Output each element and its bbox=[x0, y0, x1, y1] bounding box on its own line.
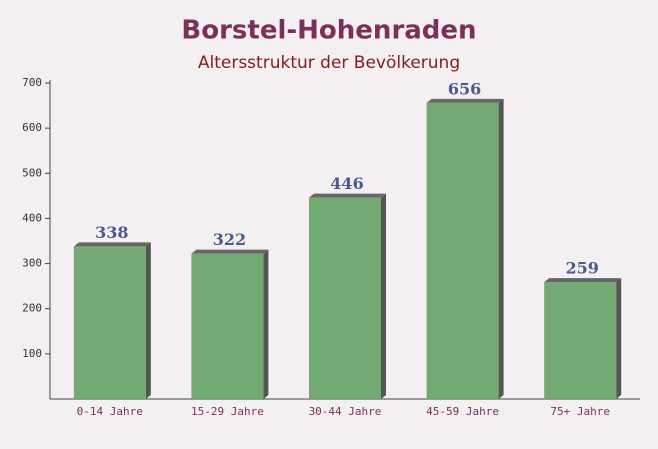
data-label: 656 bbox=[448, 79, 481, 98]
bar-top bbox=[426, 98, 504, 103]
y-tick-label: 100 bbox=[22, 347, 42, 360]
bar-shadow bbox=[263, 249, 269, 399]
x-tick-label: 30-44 Jahre bbox=[309, 405, 382, 418]
x-tick-label: 45-59 Jahre bbox=[426, 405, 499, 418]
bar-top bbox=[73, 242, 151, 247]
bar bbox=[544, 282, 617, 399]
bar bbox=[191, 253, 264, 399]
bar-shadow bbox=[498, 98, 504, 399]
x-tick-label: 15-29 Jahre bbox=[191, 405, 264, 418]
y-tick-label: 400 bbox=[22, 211, 42, 224]
bar bbox=[309, 197, 381, 399]
bar bbox=[426, 102, 499, 399]
y-tick-label: 600 bbox=[22, 121, 42, 134]
data-label: 446 bbox=[330, 174, 363, 193]
bar-shadow bbox=[616, 278, 622, 399]
y-tick-label: 200 bbox=[22, 302, 42, 315]
chart-subtitle: Altersstruktur der Bevölkerung bbox=[198, 53, 460, 73]
x-tick-label: 75+ Jahre bbox=[550, 405, 610, 418]
x-tick-label: 0-14 Jahre bbox=[77, 405, 143, 418]
bar-top bbox=[544, 278, 622, 283]
data-label: 322 bbox=[213, 230, 246, 249]
bar bbox=[73, 246, 146, 399]
bar-top bbox=[309, 193, 386, 198]
y-tick-label: 700 bbox=[22, 76, 42, 89]
data-label: 259 bbox=[565, 259, 598, 278]
data-label: 338 bbox=[95, 223, 128, 242]
bar-shadow bbox=[381, 193, 386, 399]
bar-shadow bbox=[145, 242, 151, 399]
y-tick-label: 500 bbox=[22, 166, 42, 179]
chart-title: Borstel-Hohenraden bbox=[181, 16, 476, 46]
y-tick-label: 300 bbox=[22, 257, 42, 270]
bar-top bbox=[191, 249, 269, 254]
